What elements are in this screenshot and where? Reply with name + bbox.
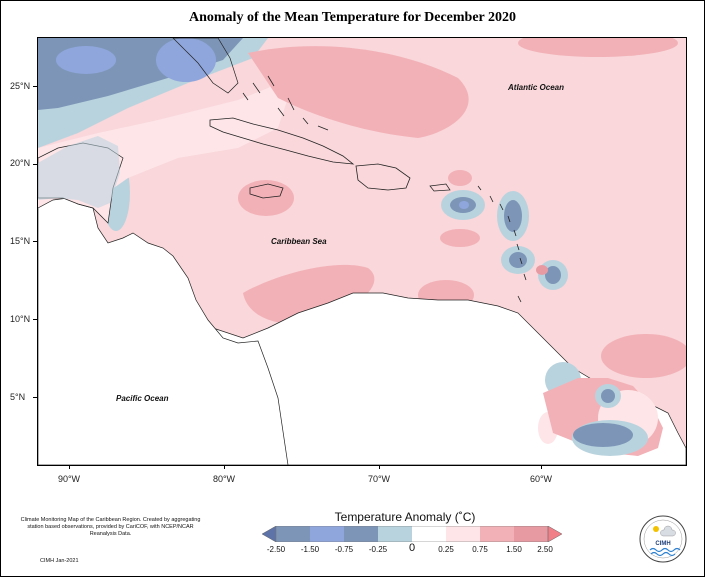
lat-tick [33, 397, 37, 398]
anomaly-cool-windward [509, 252, 527, 268]
legend-label: -1.50 [300, 545, 320, 554]
land-jamaica [249, 183, 284, 199]
land-florida [172, 38, 239, 94]
anomaly-warm-antilles [448, 170, 472, 186]
lat-tick [33, 241, 37, 242]
map-title: Anomaly of the Mean Temperature for Dece… [189, 10, 516, 25]
legend-title: Temperature Anomaly (˚C) [334, 510, 476, 524]
land-bahamas [242, 75, 329, 131]
legend-label: -2.50 [266, 545, 286, 554]
legend-swatch [310, 526, 344, 542]
legend-label: 0 [408, 542, 416, 554]
label-pacific-ocean: Pacific Ocean [116, 394, 169, 403]
lon-label-80w: 80°W [212, 474, 236, 484]
anomaly-cool-barbados [545, 266, 561, 284]
logo-inner-ring [643, 519, 683, 559]
logo-sun-icon [653, 526, 659, 532]
land-puerto-rico [429, 183, 451, 192]
legend-swatch [344, 526, 378, 542]
anomaly-cold-spot-florida [156, 38, 216, 82]
lat-label-15n: 15°N [10, 236, 31, 246]
lon-tick [379, 465, 380, 469]
lat-label-10n: 10°N [10, 314, 31, 324]
lon-tick [224, 465, 225, 469]
lon-tick [541, 465, 542, 469]
anomaly-cool-yucatan-land [38, 136, 120, 208]
legend-label: 2.50 [537, 545, 553, 554]
anomaly-warm-east-caribbean [440, 229, 480, 247]
legend-label: 0.25 [438, 545, 454, 554]
lon-label-90w: 90°W [57, 474, 81, 484]
legend-swatch [276, 526, 310, 542]
logo-ring [639, 515, 687, 563]
legend-colorbar [262, 526, 562, 542]
logo-wave-icon [650, 551, 676, 557]
anomaly-warm-bahamas [248, 46, 469, 138]
legend-bar-outline [275, 526, 549, 542]
credit-text: Climate Monitoring Map of the Caribbean … [20, 517, 201, 537]
legend-swatch [378, 526, 412, 542]
logo-text: CIMH [655, 541, 670, 547]
anomaly-cool-suriname [601, 389, 615, 403]
lat-label-25n: 25°N [10, 81, 31, 91]
land-cuba [209, 117, 355, 165]
map-panel[interactable]: Atlantic Ocean Caribbean Sea Pacific Oce… [37, 37, 687, 466]
legend-swatch-min-arrow [262, 526, 277, 542]
legend-swatch-max-arrow [547, 526, 562, 542]
lat-tick [33, 86, 37, 87]
legend-swatch [412, 526, 446, 542]
anomaly-cool-leeward [504, 200, 522, 232]
lat-label-20n: 20°N [10, 158, 31, 168]
lon-label-70w: 70°W [367, 474, 391, 484]
lat-tick [33, 319, 37, 320]
lat-tick [33, 164, 37, 165]
lon-label-60w: 60°W [529, 474, 553, 484]
label-atlantic-ocean: Atlantic Ocean [508, 83, 565, 92]
anomaly-cold-spot-gulf [56, 46, 116, 74]
anomaly-warm-st-vincent [536, 265, 548, 275]
anomaly-warm-atlantic-north [518, 38, 678, 57]
legend-label: -0.25 [368, 545, 388, 554]
lon-tick [69, 465, 70, 469]
land-hispaniola [355, 163, 411, 191]
cimh-logo[interactable]: CIMH [638, 514, 688, 564]
land-lesser-antilles [477, 185, 527, 303]
legend-swatch [446, 526, 480, 542]
legend-label: 1.50 [506, 545, 522, 554]
legend-label: -0.75 [334, 545, 354, 554]
logo-wave-icon [649, 547, 681, 553]
legend-swatch [514, 526, 548, 542]
legend-swatch [480, 526, 514, 542]
anomaly-map-svg [38, 38, 686, 465]
anomaly-warm-atlantic-south [601, 334, 686, 378]
anomaly-cool-interior [573, 423, 633, 447]
signature-text: CIMH Jan-2021 [40, 558, 79, 564]
logo-cloud-icon [660, 525, 676, 537]
label-caribbean-sea: Caribbean Sea [271, 237, 327, 246]
anomaly-cold-puerto-rico-core [459, 201, 469, 209]
legend-label: 0.75 [472, 545, 488, 554]
lat-label-5n: 5°N [10, 392, 26, 402]
